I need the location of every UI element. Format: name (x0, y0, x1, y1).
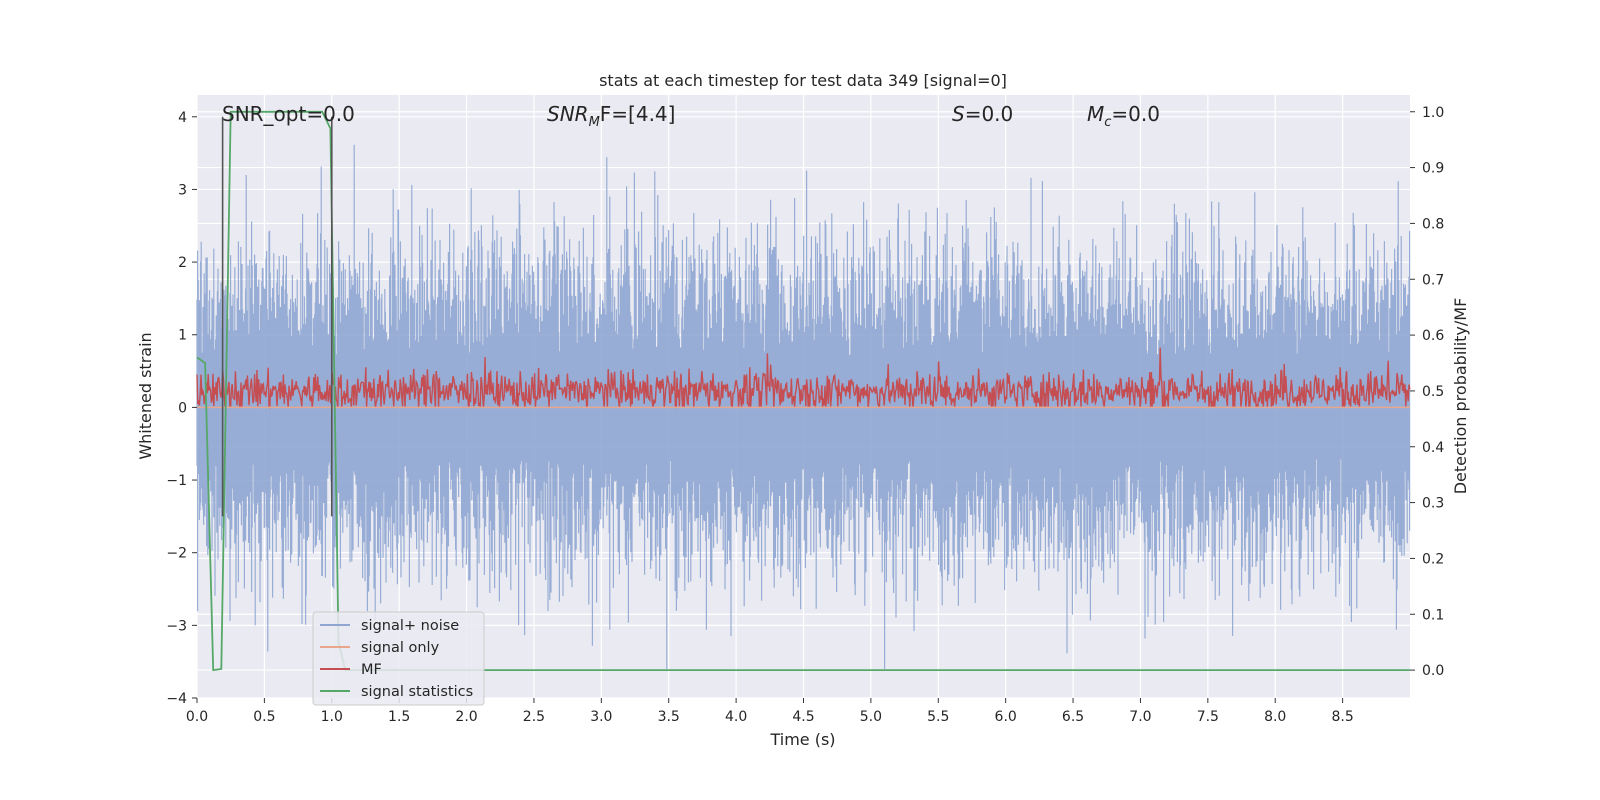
annotation-snr-mf: SNRMF=[4.4] (547, 102, 675, 130)
annotation-mc: Mc=0.0 (1087, 102, 1160, 130)
x-tick-label-9: 4.5 (792, 709, 814, 725)
y-left-tick-label-4: 0 (178, 400, 187, 416)
chart-title: stats at each timestep for test data 349… (599, 71, 1007, 90)
annotation-s-base: S (952, 102, 965, 126)
y-right-tick-label-2: 0.8 (1422, 216, 1444, 232)
y-axis-right-ticks: 1.0 0.9 0.8 0.7 0.6 0.5 0.4 0.3 0.2 0.1 0.0 (1410, 105, 1444, 679)
y-right-tick-label-5: 0.5 (1422, 384, 1444, 400)
y-left-tick-label-3: 1 (178, 328, 187, 344)
y-right-tick-label-3: 0.7 (1422, 272, 1444, 288)
x-tick-label-15: 7.5 (1197, 709, 1219, 725)
legend-label-mf: MF (361, 662, 382, 678)
x-tick-label-12: 6.0 (995, 709, 1017, 725)
y-right-tick-label-7: 0.3 (1422, 496, 1444, 512)
annotations: SNR_opt=0.0 SNRMF=[4.4] S=0.0 Mc=0.0 (222, 102, 1160, 130)
legend-label-signal-only: signal only (361, 640, 440, 656)
annotation-snr-opt: SNR_opt=0.0 (222, 102, 355, 126)
x-tick-label-10: 5.0 (860, 709, 882, 725)
legend-label-signal-noise: signal+ noise (361, 618, 459, 634)
y-left-tick-label-5: −1 (166, 473, 187, 489)
y-left-tick-label-0: 4 (178, 110, 187, 126)
y-right-tick-label-1: 0.9 (1422, 161, 1444, 177)
x-tick-label-1: 0.5 (253, 709, 275, 725)
y-axis-left-ticks: 4 3 2 1 0 −1 −2 −3 −4 (166, 110, 197, 707)
y-left-tick-label-1: 3 (178, 182, 187, 198)
x-tick-label-3: 1.5 (388, 709, 410, 725)
y-right-tick-label-10: 0.0 (1422, 663, 1444, 679)
x-tick-label-11: 5.5 (927, 709, 949, 725)
x-tick-label-14: 7.0 (1129, 709, 1151, 725)
x-tick-label-8: 4.0 (725, 709, 747, 725)
y-left-tick-label-6: −2 (166, 546, 187, 562)
annotation-snr-mf-rest: F=[4.4] (600, 102, 676, 126)
x-axis-ticks: 0.0 0.5 1.0 1.5 2.0 2.5 3.0 3.5 4.0 4.5 5.0 5.5 6.0 6… (186, 698, 1354, 725)
legend-label-signal-statistics: signal statistics (361, 684, 473, 700)
y-axis-left-label: Whitened strain (136, 332, 155, 459)
y-right-tick-label-6: 0.4 (1422, 440, 1444, 456)
y-right-tick-label-4: 0.6 (1422, 328, 1444, 344)
legend: signal+ noise signal only MF signal stat… (312, 611, 485, 706)
x-tick-label-5: 2.5 (523, 709, 545, 725)
y-right-tick-label-9: 0.1 (1422, 607, 1444, 623)
annotation-mc-sub: c (1104, 115, 1111, 130)
x-tick-label-13: 6.5 (1062, 709, 1084, 725)
legend-box (312, 611, 485, 706)
x-tick-label-6: 3.0 (590, 709, 612, 725)
annotation-mc-base: M (1087, 102, 1104, 126)
x-tick-label-16: 8.0 (1264, 709, 1286, 725)
annotation-s: S=0.0 (952, 102, 1013, 126)
x-tick-label-4: 2.0 (455, 709, 477, 725)
vertical-markers (221, 116, 333, 517)
x-tick-label-0: 0.0 (186, 709, 208, 725)
y-right-tick-label-8: 0.2 (1422, 551, 1444, 567)
x-tick-label-17: 8.5 (1331, 709, 1353, 725)
x-axis-label: Time (s) (769, 730, 835, 749)
y-left-tick-label-2: 2 (178, 255, 187, 271)
annotation-s-rest: =0.0 (965, 102, 1014, 126)
y-right-tick-label-0: 1.0 (1422, 105, 1444, 121)
annotation-snr-mf-sub: M (589, 115, 600, 130)
annotation-mc-rest: =0.0 (1111, 102, 1160, 126)
annotation-snr-mf-base: SNR (547, 102, 589, 126)
series-mf-line (196, 347, 1411, 410)
x-tick-label-7: 3.5 (658, 709, 680, 725)
y-left-tick-label-8: −4 (166, 691, 187, 707)
y-axis-right-label: Detection probability/MF (1451, 298, 1470, 495)
x-tick-label-2: 1.0 (321, 709, 343, 725)
y-left-tick-label-7: −3 (166, 618, 187, 634)
